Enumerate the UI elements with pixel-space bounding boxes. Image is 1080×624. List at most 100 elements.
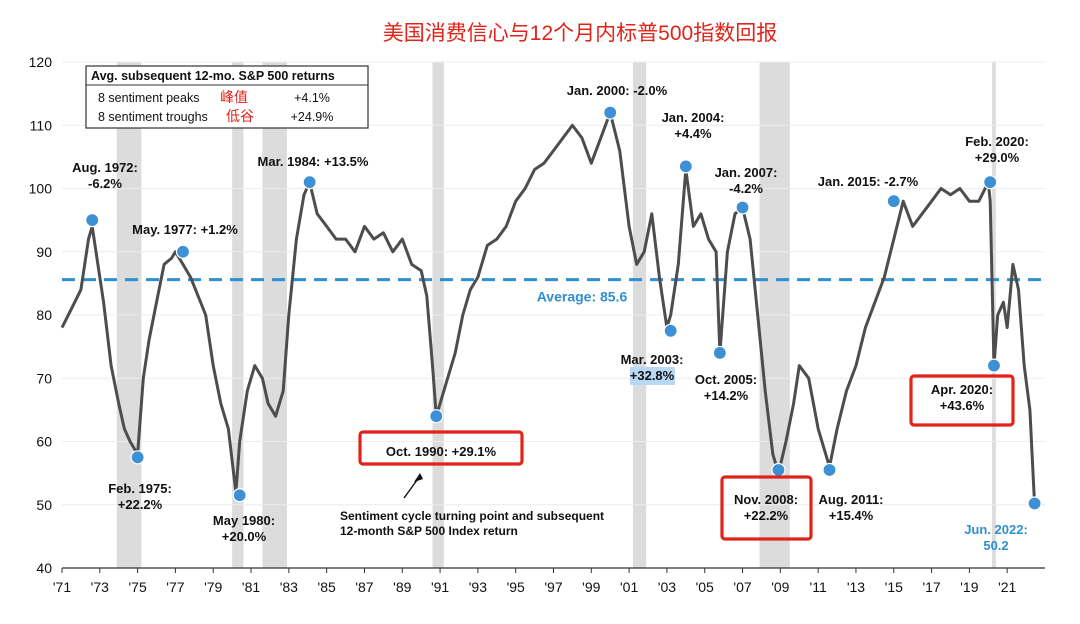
note-arrow-head (414, 473, 423, 482)
legend-title: Avg. subsequent 12-mo. S&P 500 returns (91, 69, 335, 83)
sentiment-line (60, 111, 1037, 505)
x-tick-label: '17 (922, 579, 940, 595)
x-tick-label: '77 (166, 579, 184, 595)
x-tick-label: '87 (355, 579, 373, 595)
legend-row-value: +24.9% (291, 110, 334, 124)
annotation-text: Jan. 2000: -2.0% (567, 83, 668, 98)
x-tick-label: '91 (431, 579, 449, 595)
turning-point-marker (603, 105, 618, 120)
x-tick-label: '99 (582, 579, 600, 595)
x-tick-label: '71 (53, 579, 71, 595)
x-tick-label: '85 (318, 579, 336, 595)
y-tick-label: 50 (36, 497, 52, 513)
annotation-text: Apr. 2020: (931, 382, 993, 397)
x-tick-label: '89 (393, 579, 411, 595)
annotation: Oct. 1990: +29.1% (386, 444, 497, 459)
value-highlight (630, 367, 675, 385)
annotation-text: Aug. 2011: (818, 492, 883, 507)
y-tick-label: 70 (36, 370, 52, 386)
x-tick-label: '97 (544, 579, 562, 595)
annotation-text: +4.4% (674, 126, 712, 141)
annotation-text: Feb. 2020: (965, 134, 1029, 149)
turning-point-marker (85, 213, 100, 228)
annotation: Aug. 1972:-6.2% (72, 160, 138, 191)
x-tick-label: '75 (128, 579, 146, 595)
annotation: Jun. 2022:50.2 (964, 522, 1028, 553)
note-line-1: Sentiment cycle turning point and subseq… (340, 509, 604, 523)
legend-frame (85, 65, 369, 129)
annotation-text: +14.2% (704, 388, 749, 403)
x-tick-label: '09 (771, 579, 789, 595)
annotation-text: Mar. 2003: (621, 352, 684, 367)
turning-point-marker (712, 345, 727, 361)
annotations: Aug. 1972:-6.2%Feb. 1975:+22.2%May. 1977… (72, 83, 1029, 553)
annotation-text: +29.0% (975, 150, 1020, 165)
turning-point-marker (130, 450, 145, 465)
annotation-text: Nov. 2008: (734, 492, 798, 507)
turning-point-marker (429, 409, 444, 424)
turning-point-marker (678, 159, 693, 174)
annotation-text: Oct. 1990: +29.1% (386, 444, 497, 459)
annotation-text: Jan. 2007: (715, 165, 778, 180)
x-tick-label: '19 (960, 579, 978, 595)
turning-point-marker (886, 194, 901, 209)
legend-box: Avg. subsequent 12-mo. S&P 500 returns 8 … (85, 65, 369, 129)
x-tick-label: '13 (847, 579, 865, 595)
note-line-2: 12-month S&P 500 Index return (340, 524, 518, 538)
annotation-text: Jan. 2015: -2.7% (818, 174, 919, 189)
annotation: Mar. 1984: +13.5% (258, 154, 369, 169)
annotation: Jan. 2015: -2.7% (818, 174, 919, 189)
annotation: Apr. 2020:+43.6% (931, 382, 993, 413)
y-tick-label: 120 (29, 54, 53, 70)
highlight-box (909, 374, 1015, 427)
annotation-text: Jun. 2022: (964, 522, 1028, 537)
annotation: Jan. 2004:+4.4% (662, 110, 725, 141)
x-tick-label: '15 (885, 579, 903, 595)
annotation: Jan. 2000: -2.0% (567, 83, 668, 98)
highlight-box (358, 430, 524, 466)
y-tick-label: 60 (36, 434, 52, 450)
average-label: Average: 85.6 (537, 289, 628, 305)
annotation: Jan. 2007:-4.2% (715, 165, 778, 196)
annotation-text: +22.2% (118, 497, 163, 512)
y-tick-label: 80 (36, 307, 52, 323)
turning-points (85, 105, 1042, 511)
turning-point-marker (735, 200, 750, 215)
x-tick-label: '03 (658, 579, 676, 595)
annotation: May. 1977: +1.2% (132, 222, 238, 237)
annotation: Feb. 1975:+22.2% (108, 481, 172, 512)
turning-point-marker (986, 358, 1002, 373)
annotation-text: May 1980: (213, 513, 275, 528)
turning-point-marker (1027, 496, 1042, 511)
annotation: Mar. 2003:+32.8% (621, 352, 684, 383)
annotation-text: -4.2% (729, 181, 763, 196)
highlight-box (720, 475, 813, 541)
turning-point-marker (663, 323, 678, 338)
x-tick-label: '07 (733, 579, 751, 595)
annotation-text: Mar. 1984: +13.5% (258, 154, 369, 169)
sentiment-series (60, 111, 1037, 505)
x-tick-label: '81 (242, 579, 260, 595)
annotation: Nov. 2008:+22.2% (734, 492, 798, 523)
turning-point-marker (771, 462, 786, 478)
y-tick-label: 90 (36, 244, 52, 260)
turning-point-marker (983, 175, 998, 190)
x-tick-label: '73 (91, 579, 109, 595)
annotation-text: May. 1977: +1.2% (132, 222, 238, 237)
x-tick-label: '79 (204, 579, 222, 595)
annotation-text: Aug. 1972: (72, 160, 138, 175)
annotation-text: Feb. 1975: (108, 481, 172, 496)
annotation: Aug. 2011:+15.4% (818, 492, 883, 523)
annotation-text: 50.2 (983, 538, 1008, 553)
annotation-text: Jan. 2004: (662, 110, 725, 125)
legend-row-label: 8 sentiment peaks (98, 91, 199, 105)
legend-row-cn: 低谷 (226, 108, 254, 124)
annotation-text: +22.2% (744, 508, 789, 523)
x-tick-label: '83 (280, 579, 298, 595)
annotation: Feb. 2020:+29.0% (965, 134, 1029, 165)
y-tick-label: 110 (30, 117, 53, 133)
legend-row-cn: 峰值 (220, 89, 248, 105)
annotation-text: +20.0% (222, 529, 267, 544)
